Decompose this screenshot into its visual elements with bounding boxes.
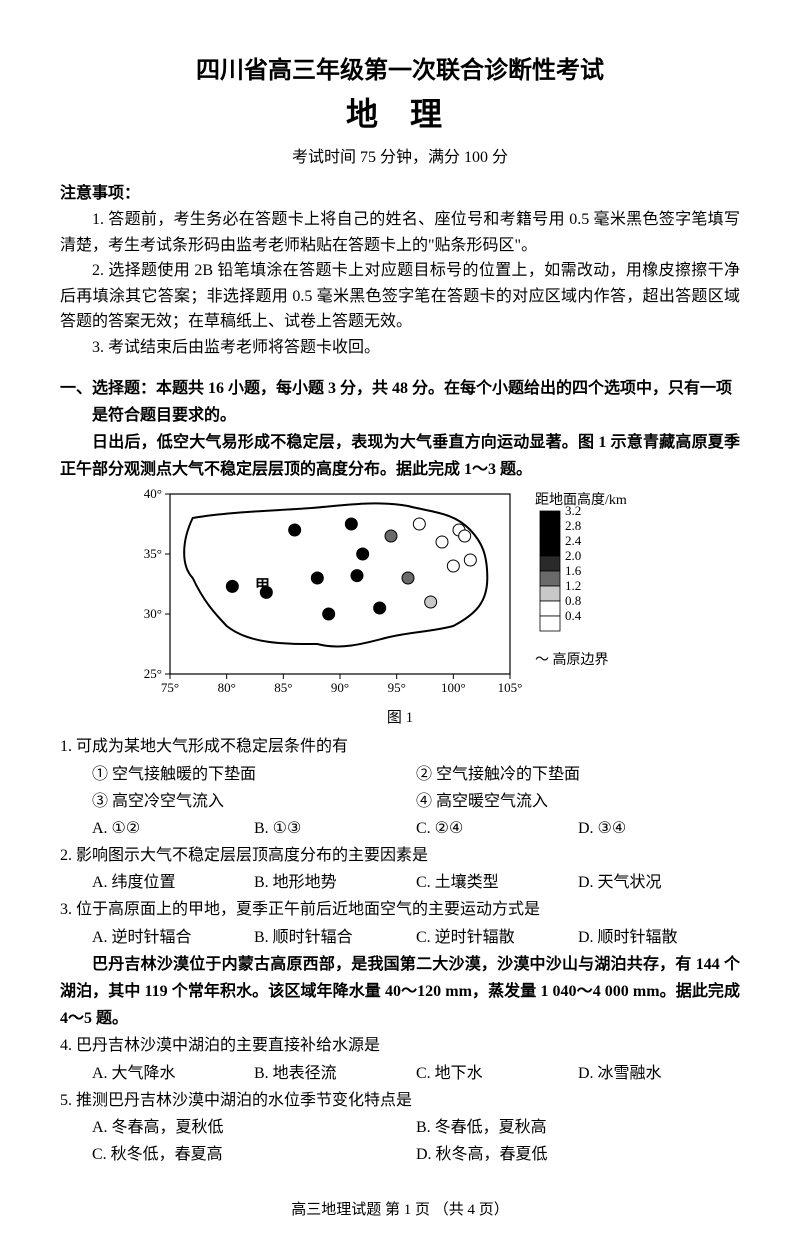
q3-stem: 3. 位于高原面上的甲地，夏季正午前后近地面空气的主要运动方式是	[60, 896, 740, 923]
q1-item-3: ③ 高空冷空气流入	[92, 788, 416, 815]
q2-opt-c: C. 土壤类型	[416, 869, 578, 896]
q4-opt-a: A. 大气降水	[92, 1060, 254, 1087]
q1-options: A. ①② B. ①③ C. ②④ D. ③④	[60, 815, 740, 842]
section-1-header: 一、选择题：本题共 16 小题，每小题 3 分，共 48 分。在每个小题给出的四…	[60, 375, 740, 429]
svg-text:25°: 25°	[144, 666, 162, 681]
passage-1: 日出后，低空大气易形成不稳定层，表现为大气垂直方向运动显著。图 1 示意青藏高原…	[60, 429, 740, 483]
svg-text:80°: 80°	[218, 680, 236, 695]
q2-stem: 2. 影响图示大气不稳定层层顶高度分布的主要因素是	[60, 842, 740, 869]
q1-stem: 1. 可成为某地大气形成不稳定层条件的有	[60, 733, 740, 760]
svg-text:100°: 100°	[441, 680, 466, 695]
q1-item-4: ④ 高空暖空气流入	[416, 788, 740, 815]
notice-item-2: 2. 选择题使用 2B 铅笔填涂在答题卡上对应题目标号的位置上，如需改动，用橡皮…	[60, 258, 740, 335]
q5-opt-b: B. 冬春低，夏秋高	[416, 1114, 740, 1141]
svg-text:85°: 85°	[274, 680, 292, 695]
q5-opt-a: A. 冬春高，夏秋低	[92, 1114, 416, 1141]
svg-text:～ 高原边界: ～ 高原边界	[535, 651, 609, 668]
notice-header: 注意事项：	[60, 179, 740, 203]
title-subject: 地 理	[60, 89, 740, 135]
q2-opt-d: D. 天气状况	[578, 869, 740, 896]
notice-item-3: 3. 考试结束后由监考老师将答题卡收回。	[60, 335, 740, 361]
svg-text:3.2: 3.2	[565, 503, 581, 518]
svg-text:105°: 105°	[498, 680, 523, 695]
q3-opt-a: A. 逆时针辐合	[92, 924, 254, 951]
q1-opt-b: B. ①③	[254, 815, 416, 842]
q3-options: A. 逆时针辐合 B. 顺时针辐合 C. 逆时针辐散 D. 顺时针辐散	[60, 924, 740, 951]
notice-item-1: 1. 答题前，考生务必在答题卡上将自己的姓名、座位号和考籍号用 0.5 毫米黑色…	[60, 207, 740, 258]
q1-subitems-row2: ③ 高空冷空气流入 ④ 高空暖空气流入	[60, 788, 740, 815]
q1-item-2: ② 空气接触冷的下垫面	[416, 761, 740, 788]
figure-1-caption: 图 1	[60, 706, 740, 727]
svg-text:1.6: 1.6	[565, 563, 582, 578]
q5-options: A. 冬春高，夏秋低 B. 冬春低，夏秋高 C. 秋冬低，春夏高 D. 秋冬高，…	[60, 1114, 740, 1168]
svg-text:0.4: 0.4	[565, 608, 582, 623]
q4-opt-c: C. 地下水	[416, 1060, 578, 1087]
q2-opt-b: B. 地形地势	[254, 869, 416, 896]
q1-opt-d: D. ③④	[578, 815, 740, 842]
exam-page: 四川省高三年级第一次联合诊断性考试 地 理 考试时间 75 分钟，满分 100 …	[0, 0, 800, 1259]
figure-1: 75°80°85°90°95°100°105° 25°30°35°40° 甲 距…	[60, 489, 740, 727]
page-footer: 高三地理试题 第 1 页 （共 4 页）	[60, 1198, 740, 1219]
svg-text:40°: 40°	[144, 489, 162, 501]
svg-text:30°: 30°	[144, 606, 162, 621]
q3-opt-d: D. 顺时针辐散	[578, 924, 740, 951]
svg-text:甲: 甲	[255, 577, 270, 594]
q5-stem: 5. 推测巴丹吉林沙漠中湖泊的水位季节变化特点是	[60, 1087, 740, 1114]
svg-text:95°: 95°	[388, 680, 406, 695]
passage-2: 巴丹吉林沙漠位于内蒙古高原西部，是我国第二大沙漠，沙漠中沙山与湖泊共存，有 14…	[60, 951, 740, 1033]
svg-text:75°: 75°	[161, 680, 179, 695]
q5-opt-d: D. 秋冬高，春夏低	[416, 1141, 740, 1168]
q3-opt-b: B. 顺时针辐合	[254, 924, 416, 951]
svg-text:1.2: 1.2	[565, 578, 581, 593]
q5-opt-c: C. 秋冬低，春夏高	[92, 1141, 416, 1168]
q1-opt-c: C. ②④	[416, 815, 578, 842]
q2-opt-a: A. 纬度位置	[92, 869, 254, 896]
svg-text:2.4: 2.4	[565, 533, 582, 548]
q4-options: A. 大气降水 B. 地表径流 C. 地下水 D. 冰雪融水	[60, 1060, 740, 1087]
q4-stem: 4. 巴丹吉林沙漠中湖泊的主要直接补给水源是	[60, 1032, 740, 1059]
q4-opt-d: D. 冰雪融水	[578, 1060, 740, 1087]
svg-text:35°: 35°	[144, 546, 162, 561]
map-svg: 75°80°85°90°95°100°105° 25°30°35°40° 甲 距…	[140, 489, 660, 699]
svg-text:2.0: 2.0	[565, 548, 581, 563]
svg-text:0.8: 0.8	[565, 593, 581, 608]
svg-text:90°: 90°	[331, 680, 349, 695]
q1-item-1: ① 空气接触暖的下垫面	[92, 761, 416, 788]
exam-info: 考试时间 75 分钟，满分 100 分	[60, 143, 740, 167]
q1-subitems-row1: ① 空气接触暖的下垫面 ② 空气接触冷的下垫面	[60, 761, 740, 788]
q4-opt-b: B. 地表径流	[254, 1060, 416, 1087]
title-main: 四川省高三年级第一次联合诊断性考试	[60, 50, 740, 85]
svg-text:2.8: 2.8	[565, 518, 581, 533]
q3-opt-c: C. 逆时针辐散	[416, 924, 578, 951]
q2-options: A. 纬度位置 B. 地形地势 C. 土壤类型 D. 天气状况	[60, 869, 740, 896]
q1-opt-a: A. ①②	[92, 815, 254, 842]
